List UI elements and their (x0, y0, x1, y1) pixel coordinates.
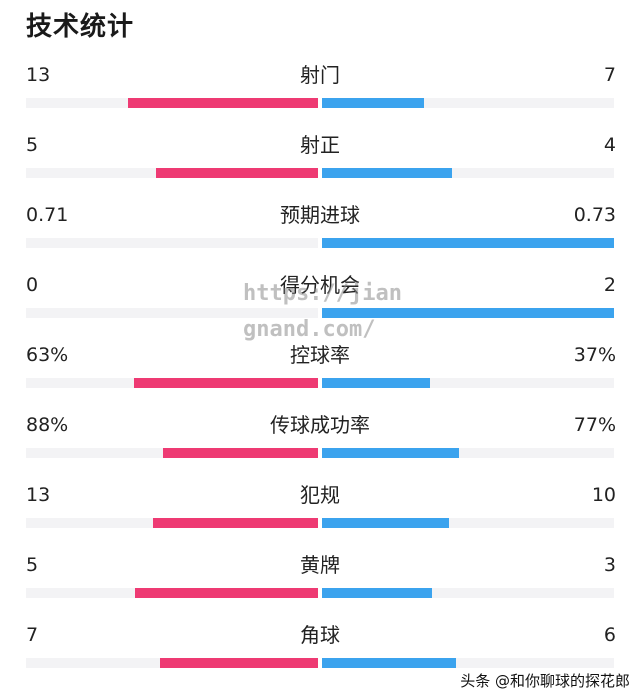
stat-away-value: 0.73 (573, 204, 616, 226)
home-bar (128, 98, 318, 108)
stat-home-value: 5 (26, 554, 39, 576)
stat-row: 0.71 预期进球 0.73 (0, 202, 640, 272)
stat-row: 63% 控球率 37% (0, 342, 640, 412)
away-bar-track (322, 238, 614, 248)
stat-label: 射门 (300, 63, 340, 87)
away-bar (322, 238, 614, 248)
stat-home-value: 88% (26, 414, 69, 436)
stat-away-value: 4 (603, 134, 616, 156)
home-bar-track (26, 378, 318, 388)
stat-label: 传球成功率 (270, 413, 370, 437)
stat-row: 88% 传球成功率 77% (0, 412, 640, 482)
stat-home-value: 13 (26, 484, 51, 506)
away-bar-track (322, 588, 614, 598)
away-bar-track (322, 518, 614, 528)
stat-row: 5 射正 4 (0, 132, 640, 202)
stat-home-value: 0 (26, 274, 39, 296)
away-bar (322, 448, 459, 458)
home-bar (163, 448, 318, 458)
home-bar-track (26, 448, 318, 458)
away-bar (322, 308, 614, 318)
stat-row: 13 犯规 10 (0, 482, 640, 552)
stat-label: 控球率 (290, 343, 350, 367)
stat-away-value: 37% (573, 344, 616, 366)
stat-home-value: 0.71 (26, 204, 69, 226)
stat-away-value: 77% (573, 414, 616, 436)
away-bar (322, 518, 449, 528)
footer-credit: 头条 @和你聊球的探花郎 (458, 670, 632, 691)
home-bar (134, 378, 318, 388)
page-title: 技术统计 (26, 12, 135, 42)
stat-away-value: 10 (591, 484, 616, 506)
away-bar (322, 658, 456, 668)
stat-away-value: 7 (603, 64, 616, 86)
stat-label: 犯规 (300, 483, 340, 507)
away-bar-track (322, 378, 614, 388)
away-bar-track (322, 98, 614, 108)
home-bar-track (26, 308, 318, 318)
away-bar-track (322, 308, 614, 318)
stat-row: 5 黄牌 3 (0, 552, 640, 622)
away-bar (322, 98, 424, 108)
home-bar-track (26, 238, 318, 248)
stat-row: 13 射门 7 (0, 62, 640, 132)
stat-away-value: 6 (603, 624, 616, 646)
away-bar-track (322, 658, 614, 668)
stat-label: 黄牌 (300, 553, 340, 577)
home-bar-track (26, 588, 318, 598)
away-bar (322, 378, 430, 388)
away-bar (322, 588, 432, 598)
stat-label: 射正 (300, 133, 340, 157)
stat-home-value: 7 (26, 624, 39, 646)
home-bar (160, 658, 318, 668)
stat-away-value: 3 (603, 554, 616, 576)
stat-row: 0 得分机会 2 (0, 272, 640, 342)
home-bar (153, 518, 318, 528)
home-bar-track (26, 168, 318, 178)
stat-away-value: 2 (603, 274, 616, 296)
stat-label: 得分机会 (280, 273, 360, 297)
home-bar-track (26, 658, 318, 668)
stat-label: 角球 (300, 623, 340, 647)
stat-row: 7 角球 6 (0, 622, 640, 692)
away-bar (322, 168, 452, 178)
stat-home-value: 13 (26, 64, 51, 86)
home-bar-track (26, 518, 318, 528)
stat-home-value: 63% (26, 344, 69, 366)
stat-label: 预期进球 (280, 203, 360, 227)
home-bar (156, 168, 318, 178)
home-bar (135, 588, 318, 598)
stat-home-value: 5 (26, 134, 39, 156)
away-bar-track (322, 448, 614, 458)
home-bar-track (26, 98, 318, 108)
away-bar-track (322, 168, 614, 178)
